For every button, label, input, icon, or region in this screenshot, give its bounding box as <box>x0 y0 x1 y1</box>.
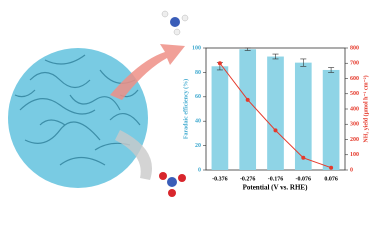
y2-tick-label: 200 <box>350 137 359 143</box>
line-marker <box>329 165 334 170</box>
line-marker <box>245 97 250 102</box>
graphic: Potential (V vs. RHE) Faradaic efficienc… <box>8 10 369 197</box>
y-tick-label: 40 <box>195 119 201 125</box>
y-tick-label: 80 <box>195 70 201 76</box>
error-bar <box>244 47 251 51</box>
error-bar <box>328 67 335 73</box>
bar <box>322 69 340 170</box>
nanostructure-illustration <box>8 10 189 197</box>
y-tick-label: 60 <box>195 94 201 100</box>
x-axis-label: Potential (V vs. RHE) <box>243 184 308 192</box>
line-marker <box>301 155 306 160</box>
page: {"chart_data": {"type": "bar", "xlabel":… <box>8 10 370 197</box>
x-tick-label: -0.176 <box>268 176 284 182</box>
y2-tick-label: 400 <box>350 106 359 112</box>
x-tick-label: -0.076 <box>296 176 312 182</box>
bar <box>294 62 312 170</box>
error-bar <box>300 58 307 67</box>
bar <box>267 56 284 170</box>
y2-tick-label: 300 <box>350 122 359 128</box>
x-tick-label: -0.276 <box>240 176 256 182</box>
y-axis-label: Faradaic efficiency (%) <box>182 79 189 139</box>
x-tick-label: 0.076 <box>324 176 338 182</box>
error-bar <box>272 53 279 60</box>
y2-tick-label: 600 <box>350 76 359 82</box>
bar <box>211 66 229 170</box>
x-tick-label: -0.376 <box>212 176 228 182</box>
bar <box>239 49 257 170</box>
line-marker <box>273 128 278 133</box>
y2-tick-label: 700 <box>350 61 359 67</box>
y2-tick-label: 500 <box>350 91 359 97</box>
y2-tick-label: 100 <box>350 152 359 158</box>
y2-tick-label: 0 <box>350 167 353 173</box>
line-marker <box>217 61 222 66</box>
y-tick-label: 0 <box>198 167 201 173</box>
y-tick-label: 100 <box>192 45 201 51</box>
y-tick-label: 20 <box>195 143 201 149</box>
y2-tick-label: 800 <box>350 45 359 51</box>
y2-axis-label: NH₃ yield (μmol h⁻¹ cm⁻²) <box>362 75 369 142</box>
